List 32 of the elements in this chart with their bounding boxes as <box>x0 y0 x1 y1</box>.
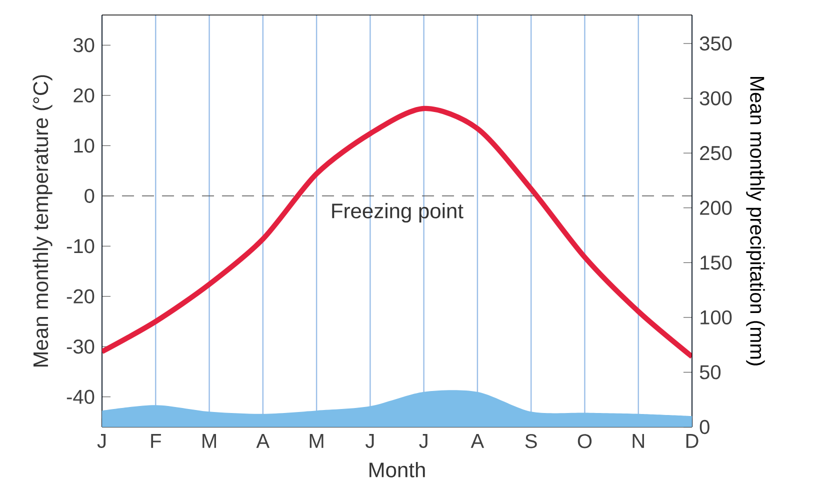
y2-tick-label: 150 <box>700 256 732 270</box>
y2-tick-label: 0 <box>700 420 710 434</box>
x-tick-label: J <box>97 434 106 448</box>
y-tick-label: 10 <box>74 138 94 153</box>
y2-axis-title: Mean monthly precipitation (mm) <box>746 77 765 366</box>
x-tick-label: O <box>578 434 592 448</box>
y2-tick-label: 350 <box>700 36 732 51</box>
y-tick-label: -30 <box>66 340 94 354</box>
x-tick-label: A <box>256 434 270 448</box>
x-axis-title: Month <box>370 462 425 478</box>
x-tick-label: J <box>419 434 428 448</box>
y2-tick-label: 200 <box>700 200 732 215</box>
y-tick-label: -10 <box>66 239 94 254</box>
x-tick-label: D <box>686 434 698 448</box>
y2-tick-label: 300 <box>700 91 732 106</box>
y2-tick-label: 100 <box>700 310 732 324</box>
y-tick-label: 0 <box>84 188 94 203</box>
y-tick-label: -40 <box>66 390 94 404</box>
y2-tick-label: 250 <box>700 146 732 160</box>
y-tick-label: 20 <box>74 88 94 102</box>
x-tick-label: N <box>632 434 644 448</box>
x-tick-label: F <box>151 434 161 448</box>
y-tick-label: 30 <box>73 38 94 52</box>
ref-line-label: Freezing point <box>332 202 464 223</box>
x-tick-label: M <box>202 434 216 448</box>
x-tick-label: S <box>525 434 537 448</box>
y-tick-label: -20 <box>66 289 94 304</box>
x-tick-label: M <box>310 434 324 448</box>
x-tick-label: J <box>366 434 374 448</box>
y2-tick-label: 50 <box>700 365 721 380</box>
x-tick-label: A <box>470 434 484 448</box>
y-axis-title: Mean monthly temperature (°C) <box>32 75 52 366</box>
